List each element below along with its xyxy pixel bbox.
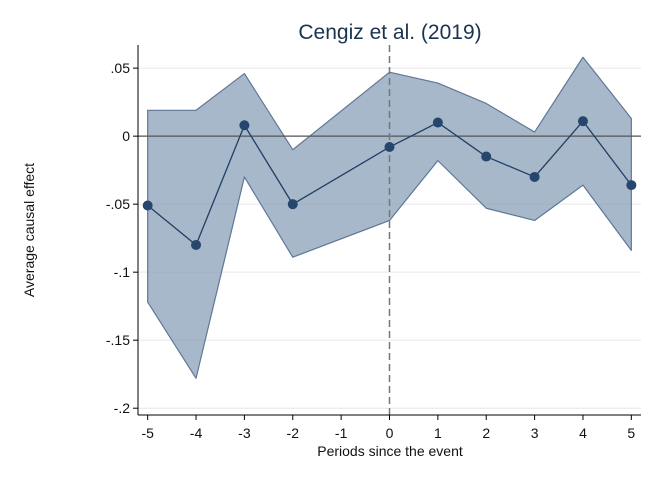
confidence-band xyxy=(147,56,632,379)
series-line xyxy=(147,120,632,246)
y-tick-label: -.2 xyxy=(114,400,131,416)
x-tick-label: 4 xyxy=(579,425,587,441)
x-tick-label: -1 xyxy=(335,425,348,441)
x-tick-label: 5 xyxy=(627,425,635,441)
data-point xyxy=(142,200,153,211)
y-axis-label: Average causal effect xyxy=(21,163,37,297)
data-point xyxy=(384,142,395,153)
chart-title: Cengiz et al. (2019) xyxy=(298,21,481,44)
x-tick-label: 2 xyxy=(482,425,490,441)
estimate-line xyxy=(147,120,632,246)
x-tick-label: 0 xyxy=(386,425,394,441)
x-tick-label: 1 xyxy=(434,425,442,441)
x-tick-label: -5 xyxy=(141,425,154,441)
y-tick-label: -.15 xyxy=(106,332,130,348)
y-tick-label: .05 xyxy=(111,60,131,76)
x-tick-label: -3 xyxy=(238,425,251,441)
y-tick-label: 0 xyxy=(122,128,130,144)
data-point xyxy=(481,151,492,162)
data-point xyxy=(239,120,250,131)
data-point xyxy=(577,116,588,127)
y-tick-label: -.1 xyxy=(114,264,131,280)
x-tick-label: -2 xyxy=(287,425,300,441)
data-point xyxy=(191,239,202,250)
y-tick-labels: .05 0 -.05 -.1 -.15 -.2 xyxy=(106,60,130,416)
data-point xyxy=(432,117,443,128)
x-tick-label: 3 xyxy=(531,425,539,441)
x-axis-label: Periods since the event xyxy=(317,443,463,459)
data-point xyxy=(287,199,298,210)
data-point xyxy=(626,180,637,191)
x-tick-label: -4 xyxy=(190,425,203,441)
data-point xyxy=(529,171,540,182)
reference-lines xyxy=(138,45,641,415)
axes xyxy=(133,45,641,420)
data-points xyxy=(142,116,637,250)
y-tick-label: -.05 xyxy=(106,196,130,212)
x-tick-labels: -5 -4 -3 -2 -1 0 1 2 3 4 5 xyxy=(141,425,635,441)
confidence-band-area xyxy=(147,56,632,379)
